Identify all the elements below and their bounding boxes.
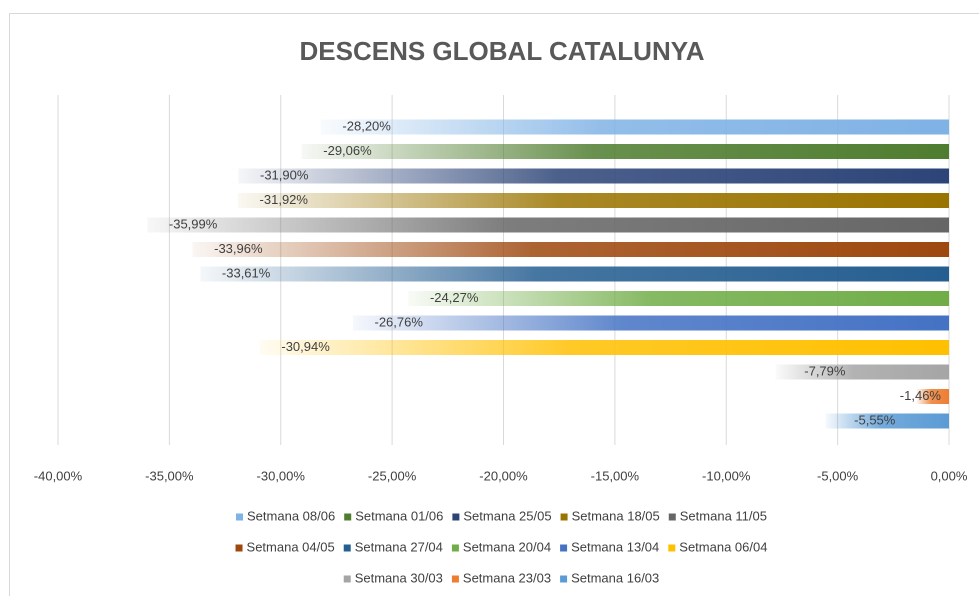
legend-label: Setmana 27/04 [355,539,443,554]
data-label: -31,90% [260,167,309,182]
x-tick-label: -40,00% [34,468,83,483]
legend-label: Setmana 08/06 [247,508,335,523]
bar [352,315,949,331]
data-label: -35,99% [169,216,218,231]
x-tick-label: -10,00% [702,468,751,483]
bar [147,217,949,233]
legend-swatch [451,575,459,583]
data-label: -33,96% [214,241,263,256]
bar [775,364,949,380]
legend-swatch [452,513,460,521]
x-tick-label: -30,00% [257,468,306,483]
x-tick-label: -20,00% [479,468,528,483]
data-label: -29,06% [323,143,372,158]
bar [192,242,949,257]
legend-label: Setmana 13/04 [571,539,659,554]
legend-swatch [560,575,568,583]
bar [320,119,950,135]
legend-swatch [560,513,568,521]
bar [825,413,949,429]
data-label: -30,94% [281,339,330,354]
legend-label: Setmana 06/04 [679,539,767,554]
data-label: -31,92% [260,192,309,207]
bar [301,144,950,159]
legend-swatch [343,544,351,552]
legend-label: Setmana 23/03 [463,570,551,585]
bar [259,340,949,355]
bar [916,389,949,404]
data-label: -28,20% [342,118,391,133]
x-tick-label: -5,00% [817,468,859,483]
legend-swatch [343,575,351,583]
x-tick-label: -25,00% [368,468,417,483]
legend-label: Setmana 11/05 [680,508,767,523]
legend-label: Setmana 25/05 [463,508,551,523]
x-tick-label: -35,00% [145,468,194,483]
data-label: -26,76% [374,314,423,329]
legend-label: Setmana 18/05 [572,508,660,523]
legend-label: Setmana 20/04 [463,539,551,554]
bar [238,168,950,184]
bar [408,291,949,306]
bar [200,266,949,282]
data-label: -33,61% [222,265,271,280]
legend-label: Setmana 04/05 [247,539,335,554]
x-tick-label: -15,00% [591,468,640,483]
legend-swatch [344,513,352,521]
chart-title: DESCENS GLOBAL CATALUNYA [300,36,705,66]
legend-label: Setmana 16/03 [571,570,659,585]
legend-swatch [668,513,676,521]
x-tick-label: 0,00% [931,468,968,483]
data-label: -24,27% [430,290,479,305]
legend-swatch [451,544,459,552]
legend-swatch [235,544,243,552]
legend-label: Setmana 30/03 [355,570,443,585]
legend-swatch [560,544,568,552]
data-label: -1,46% [900,388,942,403]
data-label: -7,79% [804,363,846,378]
data-label: -5,55% [854,412,896,427]
bar [237,193,949,208]
legend-swatch [668,544,676,552]
legend-swatch [236,513,244,521]
legend-label: Setmana 01/06 [355,508,443,523]
